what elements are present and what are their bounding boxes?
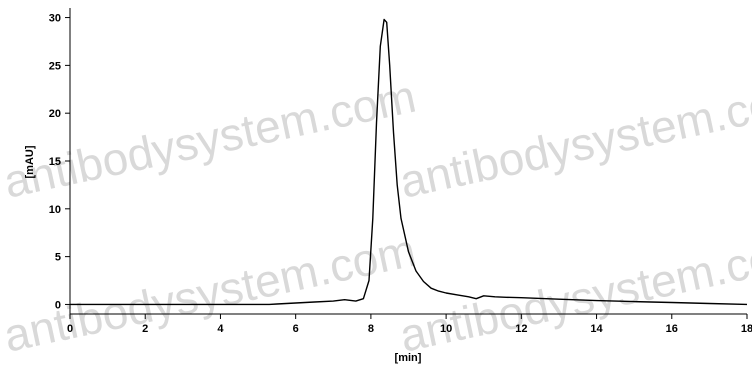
y-tick-label: 5: [55, 252, 61, 264]
x-tick-label: 18: [741, 323, 752, 335]
x-tick-label: 2: [142, 323, 148, 335]
y-tick-label: 15: [49, 156, 61, 168]
x-tick-label: 0: [67, 323, 73, 335]
x-tick-label: 6: [293, 323, 299, 335]
x-axis-title: [min]: [395, 352, 422, 364]
axes: 0 2 4 6 8 10 12 14 16 18 0 5 10 15 20 25 30: [49, 8, 752, 335]
watermark-layer: antibodysystem.com antibodysystem.com an…: [0, 70, 752, 362]
y-axis-title: [mAU]: [24, 145, 36, 178]
y-tick-label: 20: [49, 108, 61, 120]
y-tick-label: 0: [55, 299, 61, 311]
watermark-text: antibodysystem.com: [395, 70, 752, 208]
x-tick-label: 4: [217, 323, 224, 335]
y-tick-label: 30: [49, 13, 61, 25]
x-tick-label: 8: [368, 323, 374, 335]
x-tick-label: 16: [666, 323, 678, 335]
watermark-text: antibodysystem.com: [0, 70, 420, 208]
x-tick-label: 14: [590, 323, 603, 335]
series-line: [70, 18, 748, 306]
x-tick-label: 10: [440, 323, 452, 335]
y-tick-label: 25: [49, 60, 61, 72]
watermark-text: antibodysystem.com: [0, 224, 420, 362]
y-tick-label: 10: [49, 204, 61, 216]
x-tick-label: 12: [515, 323, 527, 335]
